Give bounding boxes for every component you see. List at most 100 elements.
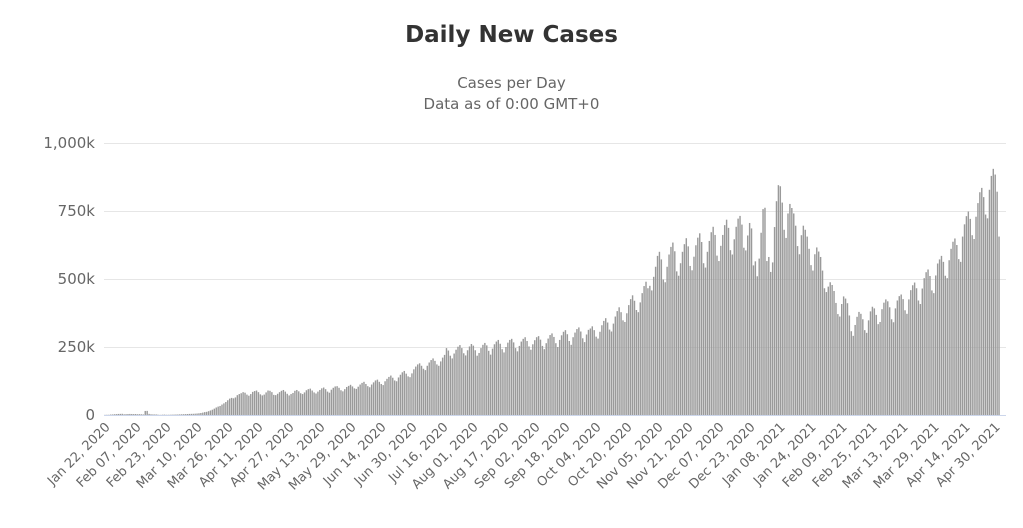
bar[interactable]: [407, 376, 409, 415]
bar[interactable]: [440, 361, 442, 415]
bar[interactable]: [618, 307, 620, 415]
bar[interactable]: [307, 389, 310, 415]
bar[interactable]: [927, 269, 929, 415]
bar[interactable]: [537, 336, 540, 415]
bar[interactable]: [654, 266, 657, 415]
bar[interactable]: [723, 225, 726, 415]
bar[interactable]: [687, 246, 689, 415]
bar[interactable]: [608, 329, 611, 415]
bar[interactable]: [449, 355, 452, 415]
bar[interactable]: [725, 219, 728, 415]
bar[interactable]: [931, 290, 933, 415]
bar[interactable]: [441, 357, 444, 415]
bar[interactable]: [486, 345, 488, 415]
bar[interactable]: [518, 345, 521, 415]
bar[interactable]: [148, 413, 150, 415]
bar[interactable]: [413, 369, 415, 415]
bar[interactable]: [710, 232, 712, 415]
bar[interactable]: [123, 414, 125, 415]
bar[interactable]: [309, 388, 311, 415]
bar[interactable]: [209, 410, 212, 415]
bar[interactable]: [501, 349, 503, 415]
bar[interactable]: [716, 255, 718, 415]
bar[interactable]: [752, 265, 755, 415]
bar[interactable]: [841, 304, 843, 415]
bar[interactable]: [722, 234, 724, 415]
bar[interactable]: [956, 245, 958, 415]
bar[interactable]: [766, 261, 768, 415]
bar[interactable]: [223, 403, 225, 415]
bar[interactable]: [975, 216, 977, 415]
bar[interactable]: [963, 224, 966, 415]
bar[interactable]: [693, 256, 695, 415]
bar[interactable]: [679, 263, 682, 415]
bar[interactable]: [179, 414, 181, 415]
bar[interactable]: [860, 313, 862, 415]
bar[interactable]: [156, 414, 158, 415]
bar[interactable]: [992, 168, 994, 415]
bar[interactable]: [758, 258, 760, 415]
bar[interactable]: [553, 336, 555, 415]
bar[interactable]: [301, 394, 304, 415]
bar[interactable]: [232, 398, 235, 415]
bar[interactable]: [395, 381, 398, 415]
bar[interactable]: [879, 321, 881, 415]
bar[interactable]: [225, 402, 227, 415]
bar[interactable]: [551, 333, 553, 415]
bar[interactable]: [405, 373, 407, 415]
bar[interactable]: [959, 261, 962, 415]
bar[interactable]: [612, 323, 615, 415]
bar[interactable]: [200, 413, 202, 415]
bar[interactable]: [503, 352, 505, 415]
bar[interactable]: [677, 275, 680, 415]
bar[interactable]: [236, 395, 239, 415]
bar[interactable]: [468, 346, 471, 415]
bar[interactable]: [190, 413, 193, 415]
bar[interactable]: [890, 319, 893, 415]
bar[interactable]: [756, 276, 758, 415]
bar[interactable]: [558, 339, 561, 415]
bar[interactable]: [614, 316, 617, 415]
bar[interactable]: [434, 360, 436, 415]
bar[interactable]: [532, 344, 534, 415]
bar[interactable]: [317, 391, 319, 415]
bar[interactable]: [785, 237, 787, 415]
bar[interactable]: [802, 225, 805, 415]
bar[interactable]: [205, 411, 208, 415]
bar[interactable]: [497, 339, 499, 415]
bar[interactable]: [631, 295, 634, 415]
bar[interactable]: [961, 236, 964, 415]
bar[interactable]: [727, 227, 730, 415]
bar[interactable]: [900, 294, 902, 416]
bar[interactable]: [794, 225, 797, 415]
bar[interactable]: [919, 304, 922, 415]
bar[interactable]: [432, 358, 434, 415]
bar[interactable]: [455, 349, 457, 415]
bar[interactable]: [986, 218, 989, 415]
bar[interactable]: [464, 355, 467, 415]
bar[interactable]: [823, 288, 826, 415]
bar[interactable]: [184, 414, 187, 415]
bar[interactable]: [770, 271, 772, 415]
bar[interactable]: [589, 328, 592, 416]
bar[interactable]: [779, 186, 782, 415]
bar[interactable]: [864, 330, 866, 415]
bar[interactable]: [443, 354, 446, 415]
bar[interactable]: [369, 387, 371, 415]
bar[interactable]: [453, 353, 455, 415]
bar[interactable]: [881, 309, 883, 415]
bar[interactable]: [764, 207, 766, 415]
bar[interactable]: [186, 414, 189, 415]
bar[interactable]: [430, 360, 432, 415]
bar[interactable]: [885, 299, 887, 415]
bar[interactable]: [996, 191, 998, 415]
bar[interactable]: [514, 348, 517, 415]
bar[interactable]: [215, 407, 217, 415]
bar[interactable]: [827, 286, 829, 415]
bar[interactable]: [253, 391, 256, 415]
bar[interactable]: [599, 331, 601, 415]
bar[interactable]: [816, 247, 818, 415]
bar[interactable]: [376, 379, 379, 415]
bar[interactable]: [499, 343, 501, 415]
bar[interactable]: [177, 414, 179, 415]
